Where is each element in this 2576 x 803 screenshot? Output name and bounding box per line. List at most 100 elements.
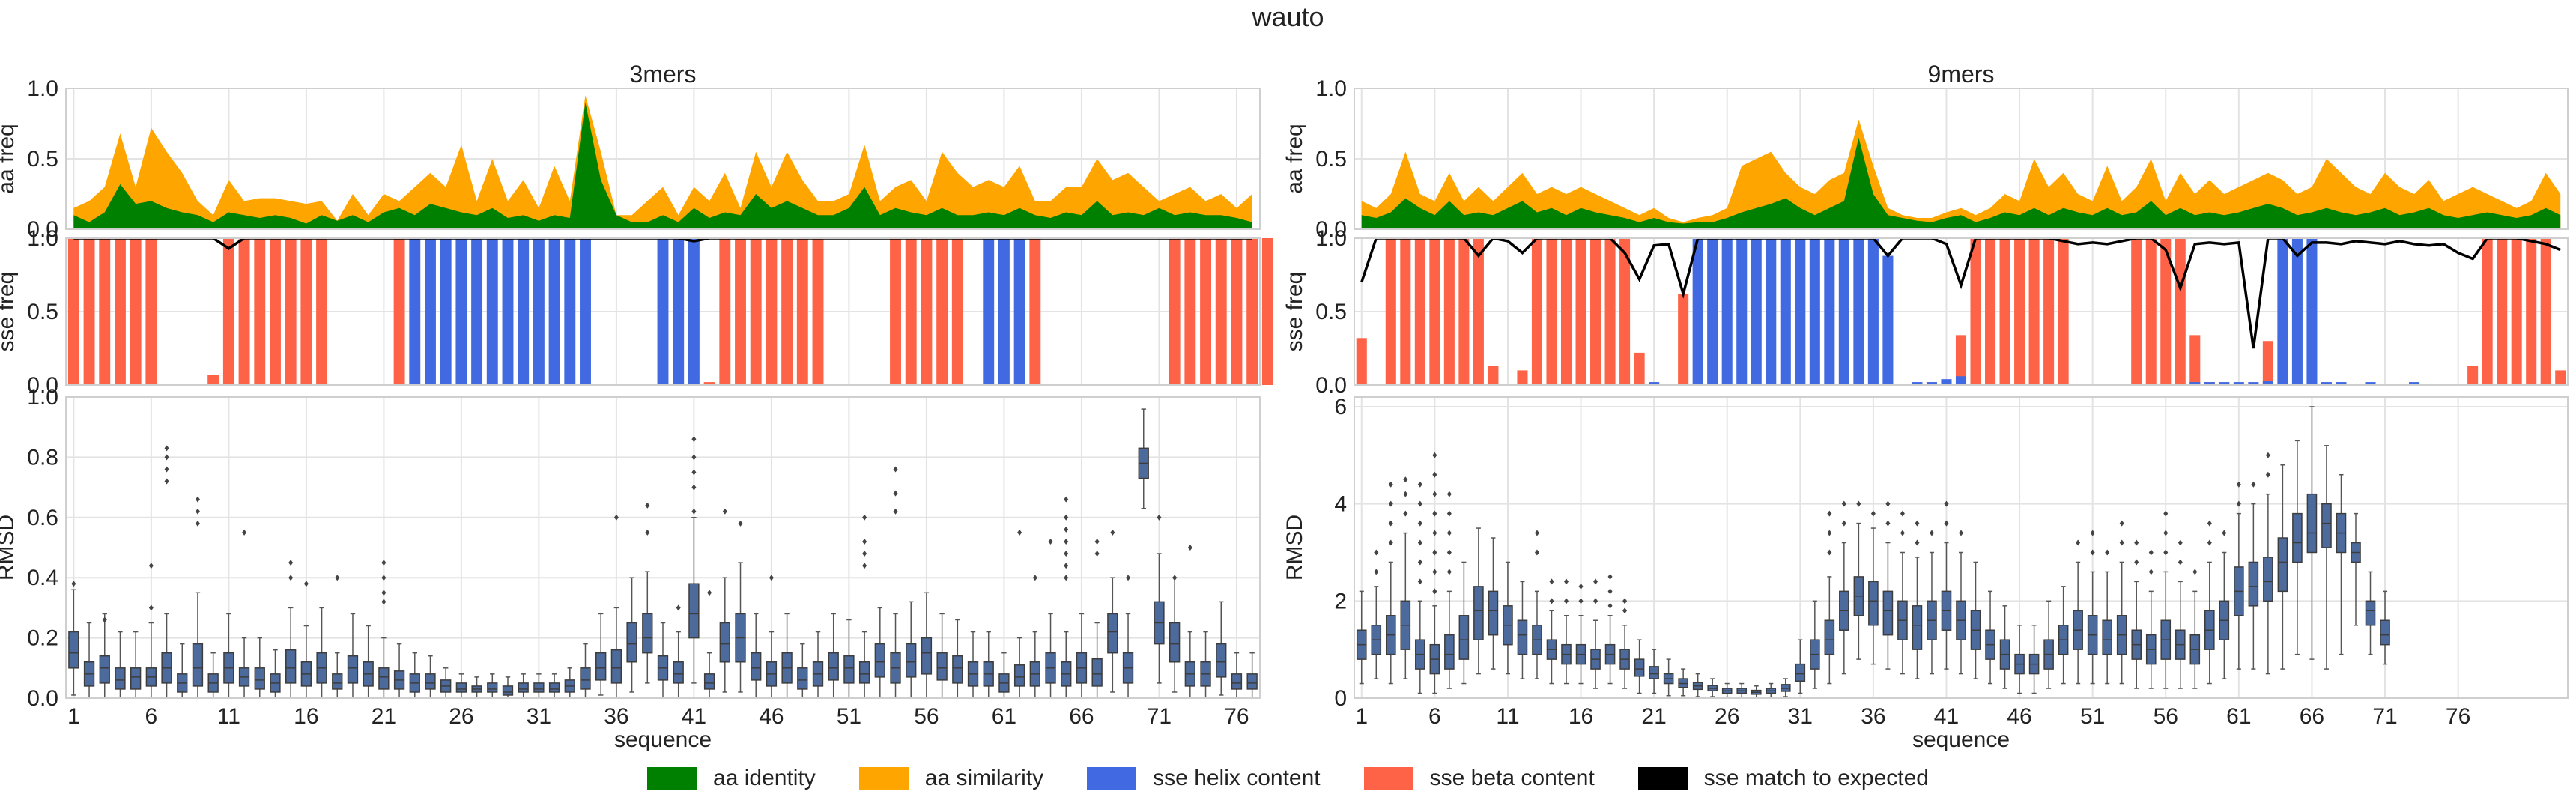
box-flier bbox=[288, 560, 294, 566]
sse-helix-bar bbox=[502, 238, 514, 385]
sse-beta-bar bbox=[1169, 238, 1181, 385]
sse-beta-bar bbox=[1385, 238, 1396, 385]
x-axis-label-9mers: sequence bbox=[1912, 727, 2010, 752]
box-flier bbox=[2119, 539, 2124, 546]
sse-helix-bar bbox=[2409, 382, 2420, 385]
box-flier bbox=[2119, 520, 2124, 527]
sse-helix-bar bbox=[1766, 238, 1777, 385]
sse-beta-bar bbox=[1604, 238, 1616, 385]
sse-beta-bar bbox=[2043, 238, 2055, 385]
box-iqr bbox=[2321, 503, 2332, 548]
box-flier bbox=[2207, 539, 2212, 546]
y-tick-label: 2 bbox=[1334, 589, 1347, 613]
box-flier bbox=[1374, 549, 1379, 556]
box-flier bbox=[335, 575, 340, 581]
box-iqr bbox=[1107, 613, 1118, 654]
box-flier bbox=[1432, 471, 1437, 478]
sse-beta-bar bbox=[1458, 238, 1470, 385]
box-flier bbox=[691, 469, 697, 476]
legend-label: sse beta content bbox=[1429, 766, 1595, 790]
legend-label: aa identity bbox=[713, 766, 816, 790]
sse-beta-bar bbox=[1955, 335, 1967, 385]
x-tick-label: 16 bbox=[294, 704, 318, 729]
sse-helix-bar bbox=[2189, 382, 2201, 385]
box-flier bbox=[381, 599, 387, 605]
box-iqr bbox=[936, 652, 948, 681]
box-flier bbox=[71, 581, 76, 587]
sse-beta-bar bbox=[1029, 238, 1041, 385]
sse-beta-bar bbox=[2511, 238, 2522, 385]
box-flier bbox=[1432, 569, 1437, 575]
sse-helix-bar bbox=[548, 238, 560, 385]
sse-beta-bar bbox=[1678, 294, 1689, 385]
box-flier bbox=[2090, 549, 2095, 556]
sse-beta-bar bbox=[83, 238, 95, 385]
sse-beta-bar bbox=[735, 238, 746, 385]
box-iqr bbox=[548, 682, 560, 693]
sse-helix-bar bbox=[2365, 382, 2376, 385]
box-flier bbox=[1432, 549, 1437, 556]
box-iqr bbox=[703, 673, 715, 690]
box-iqr bbox=[115, 667, 126, 690]
x-tick-label: 21 bbox=[1641, 704, 1666, 729]
sse-beta-bar bbox=[1619, 238, 1631, 385]
box-iqr bbox=[1458, 615, 1470, 660]
x-tick-label: 41 bbox=[1934, 704, 1959, 729]
box-flier bbox=[2192, 569, 2198, 575]
box-iqr bbox=[1795, 663, 1806, 682]
box-flier bbox=[707, 590, 712, 596]
box-flier bbox=[2236, 500, 2241, 507]
y-tick-label: 1.0 bbox=[1315, 76, 1347, 101]
box-flier bbox=[288, 575, 294, 581]
y-tick-label: 0.2 bbox=[27, 626, 58, 651]
legend-swatch-sse-beta bbox=[1363, 767, 1413, 790]
panel-title-9mers: 9mers bbox=[1928, 61, 1995, 88]
sse-helix-bar bbox=[2219, 382, 2230, 385]
box-iqr bbox=[921, 637, 933, 675]
sse-helix-bar bbox=[2233, 382, 2244, 385]
sse-beta-bar bbox=[796, 238, 808, 385]
box-flier bbox=[164, 445, 169, 452]
x-tick-label: 36 bbox=[1861, 704, 1885, 729]
sse-helix-bar bbox=[983, 238, 995, 385]
box-iqr bbox=[332, 673, 343, 690]
box-flier bbox=[1827, 510, 1832, 517]
box-iqr bbox=[642, 613, 653, 654]
sse-beta-bar bbox=[2131, 238, 2142, 385]
sse-helix-bar bbox=[998, 238, 1010, 385]
box-flier bbox=[1187, 545, 1192, 551]
box-iqr bbox=[1216, 643, 1227, 678]
sse-helix-bar bbox=[2291, 238, 2303, 385]
box-iqr bbox=[2380, 619, 2390, 646]
sse-helix-bar bbox=[518, 238, 530, 385]
legend-swatch-sse-match bbox=[1637, 767, 1688, 790]
box-flier bbox=[1446, 569, 1452, 575]
box-iqr bbox=[1091, 658, 1103, 687]
sse-helix-bar bbox=[1751, 238, 1762, 385]
y-tick-label: 1.0 bbox=[27, 385, 58, 410]
box-flier bbox=[862, 538, 867, 545]
sse-beta-bar bbox=[2467, 366, 2479, 385]
box-iqr bbox=[1912, 605, 1923, 650]
box-flier bbox=[381, 560, 387, 566]
sse-beta-bar bbox=[2555, 370, 2566, 385]
sse-beta-bar bbox=[2482, 238, 2493, 385]
x-tick-label: 66 bbox=[2300, 704, 2324, 729]
box-flier bbox=[1607, 573, 1613, 580]
box-iqr bbox=[455, 682, 467, 693]
y-axis-label-aa-3mers: aa freq bbox=[0, 124, 19, 193]
sse-beta-bar bbox=[316, 238, 328, 385]
sse-beta-bar bbox=[2189, 335, 2201, 385]
box-flier bbox=[195, 496, 200, 503]
sse-helix-bar bbox=[688, 238, 700, 385]
box-flier bbox=[1593, 598, 1598, 604]
box-flier bbox=[1374, 569, 1379, 575]
x-tick-label: 51 bbox=[837, 704, 861, 729]
axes-frame bbox=[65, 88, 1261, 230]
sse-beta-bar bbox=[145, 238, 157, 385]
box-iqr bbox=[285, 649, 297, 684]
box-flier bbox=[2265, 452, 2270, 458]
legend-label: sse match to expected bbox=[1703, 766, 1929, 790]
axes-frame bbox=[65, 237, 1261, 386]
